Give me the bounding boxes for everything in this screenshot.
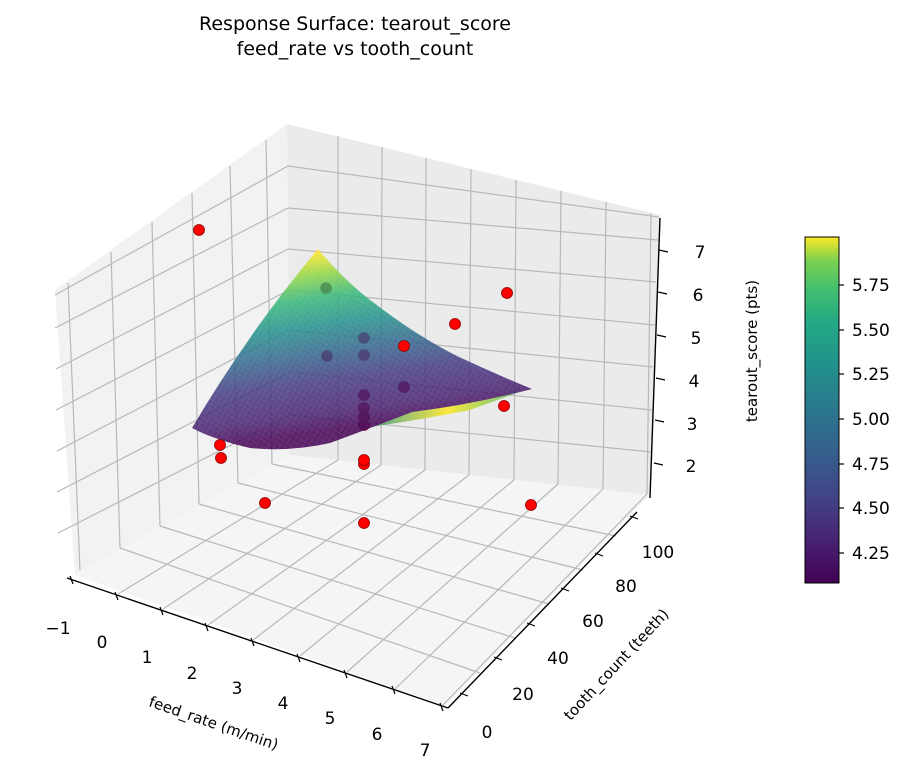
data-point xyxy=(501,287,513,299)
data-point xyxy=(498,400,510,412)
svg-text:4: 4 xyxy=(689,372,700,392)
scatter-points-front xyxy=(214,340,537,529)
z-axis-ticks xyxy=(653,249,669,466)
svg-text:80: 80 xyxy=(615,577,637,597)
svg-text:60: 60 xyxy=(582,612,604,632)
svg-text:100: 100 xyxy=(642,543,674,563)
floor-pane xyxy=(75,455,650,706)
chart-title-line1: Response Surface: tearout_score xyxy=(199,13,511,35)
data-point xyxy=(398,340,410,352)
data-point xyxy=(214,439,226,451)
svg-text:4.75: 4.75 xyxy=(852,455,890,475)
svg-text:6: 6 xyxy=(372,725,383,745)
z-axis-line xyxy=(649,217,661,499)
svg-text:0: 0 xyxy=(482,723,493,743)
svg-text:5.00: 5.00 xyxy=(852,410,890,430)
data-point xyxy=(259,497,271,509)
data-point xyxy=(358,454,370,466)
y-axis-tick-labels: 0 20 40 60 80 100 xyxy=(482,543,675,743)
svg-text:40: 40 xyxy=(547,649,569,669)
svg-text:7: 7 xyxy=(695,243,706,263)
svg-text:4: 4 xyxy=(278,694,289,714)
colorbar-gradient xyxy=(804,236,840,584)
z-axis-tick-labels: 2 3 4 5 6 7 xyxy=(686,243,706,477)
x-axis-line xyxy=(66,577,449,709)
svg-text:0: 0 xyxy=(97,633,108,653)
svg-text:20: 20 xyxy=(512,685,534,705)
x-axis-ticks xyxy=(69,575,444,712)
svg-text:2: 2 xyxy=(187,664,198,684)
svg-text:3: 3 xyxy=(687,415,698,435)
scatter-points-under-surface-tint xyxy=(320,282,410,431)
svg-text:5.50: 5.50 xyxy=(852,321,890,341)
data-point xyxy=(525,499,537,511)
data-point xyxy=(215,452,227,464)
colorbar-tick-labels: 4.25 4.50 4.75 5.00 5.25 5.50 5.75 xyxy=(852,276,890,564)
data-point xyxy=(449,318,461,330)
y-axis-line xyxy=(447,511,638,709)
svg-text:5.75: 5.75 xyxy=(852,276,890,296)
svg-text:7: 7 xyxy=(420,741,431,761)
chart-title-line2: feed_rate vs tooth_count xyxy=(236,38,474,60)
svg-text:−1: −1 xyxy=(45,619,70,639)
svg-text:3: 3 xyxy=(232,679,243,699)
data-point xyxy=(193,224,205,236)
svg-text:2: 2 xyxy=(686,457,697,477)
response-surface xyxy=(192,249,532,450)
grid-lines xyxy=(54,136,660,706)
colorbar: 4.25 4.50 4.75 5.00 5.25 5.50 5.75 xyxy=(804,236,890,584)
x-axis-label: feed_rate (m/min) xyxy=(146,693,280,755)
svg-text:5: 5 xyxy=(325,709,336,729)
chart-title: Response Surface: tearout_score feed_rat… xyxy=(0,12,710,62)
svg-text:6: 6 xyxy=(693,286,704,306)
svg-text:1: 1 xyxy=(142,648,153,668)
y-axis-label: tooth_count (teeth) xyxy=(560,605,673,724)
x-axis-tick-labels: −1 0 1 2 3 4 5 6 7 xyxy=(45,619,430,761)
data-point xyxy=(358,517,370,529)
svg-text:4.50: 4.50 xyxy=(852,499,890,519)
colorbar-ticks xyxy=(839,284,844,554)
svg-text:4.25: 4.25 xyxy=(852,544,890,564)
z-axis-label: tearout_score (pts) xyxy=(743,280,762,422)
svg-text:5: 5 xyxy=(691,329,702,349)
svg-text:5.25: 5.25 xyxy=(852,365,890,385)
axis-lines xyxy=(66,217,661,709)
y-axis-ticks xyxy=(459,515,639,697)
